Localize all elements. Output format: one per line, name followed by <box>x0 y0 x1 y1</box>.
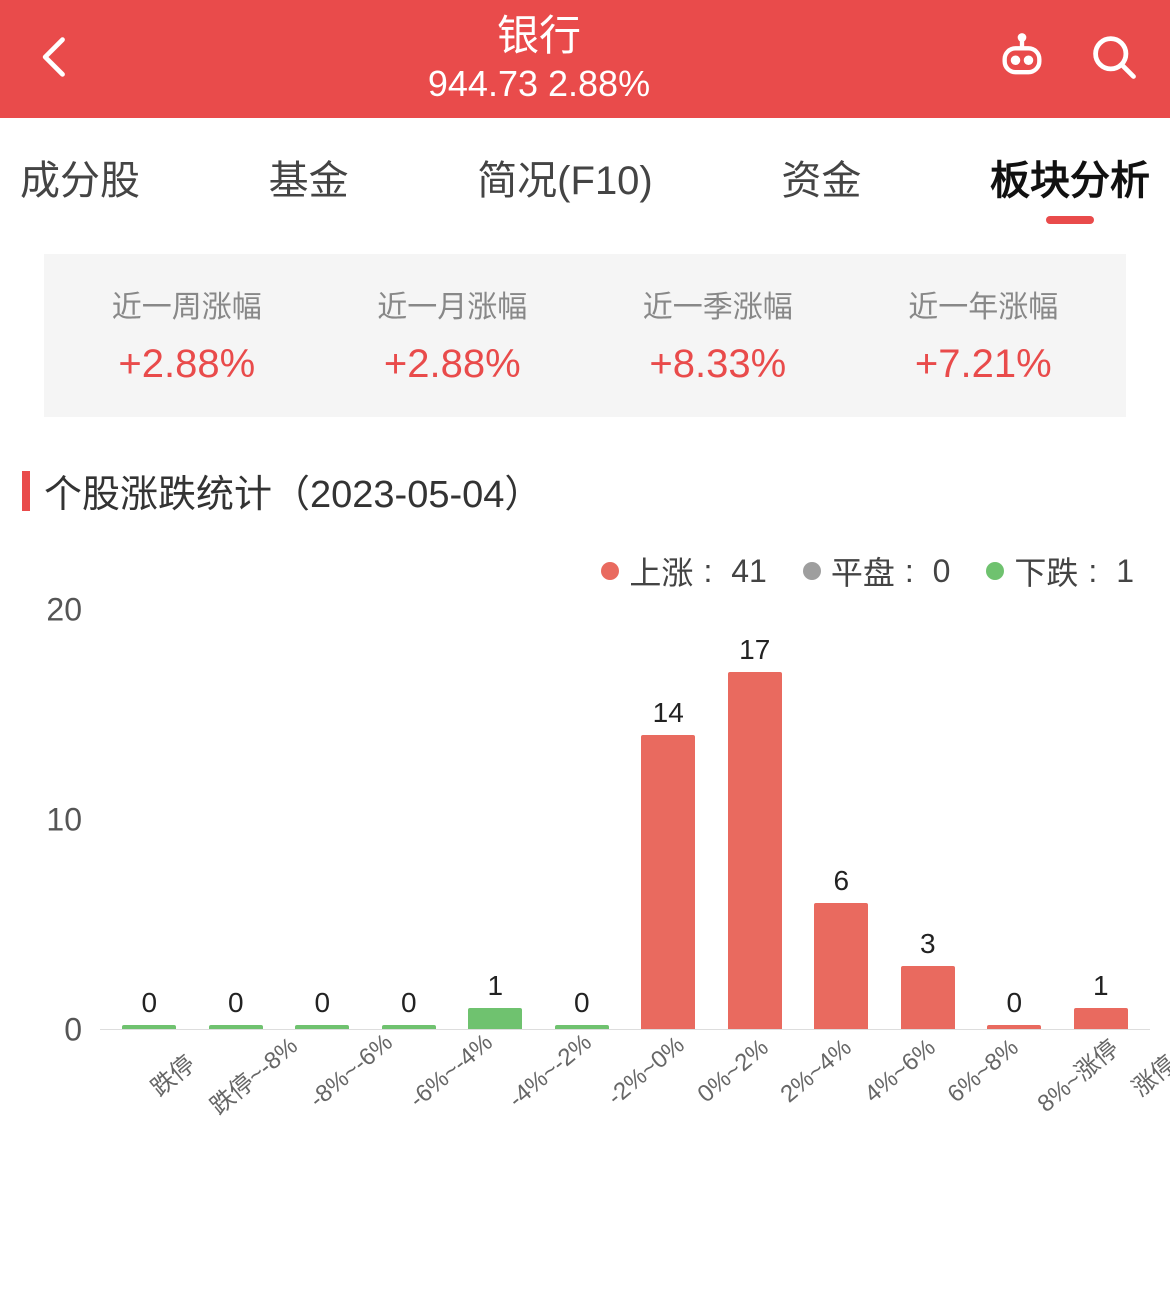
bar-value-label: 17 <box>739 634 770 666</box>
bar-slot: 17 <box>712 672 799 1029</box>
section-title: 个股涨跌统计（2023-05-04） <box>22 463 1170 518</box>
legend-up-label: 上涨 <box>629 548 693 594</box>
tab-3[interactable]: 资金 <box>781 148 861 224</box>
stat-value: +2.88% <box>112 342 262 387</box>
legend-up-value: 41 <box>731 553 767 590</box>
legend-dot-flat <box>803 562 821 580</box>
y-tick: 0 <box>64 1012 82 1049</box>
tab-1[interactable]: 基金 <box>269 148 349 224</box>
header-subtitle: 944.73 2.88% <box>428 63 650 105</box>
legend-flat-value: 0 <box>933 553 951 590</box>
stat-3: 近一年涨幅 +7.21% <box>908 282 1058 387</box>
robot-icon[interactable] <box>996 31 1048 88</box>
chart: 01020 00001014176301 <box>0 594 1170 1030</box>
stat-label: 近一月涨幅 <box>377 282 527 326</box>
header-bar: 银行 944.73 2.88% <box>0 0 1170 118</box>
page-title: 银行 <box>428 13 650 59</box>
stats-card: 近一周涨幅 +2.88% 近一月涨幅 +2.88% 近一季涨幅 +8.33% 近一年涨幅 +7… <box>44 254 1126 417</box>
legend-down-value: 1 <box>1116 553 1134 590</box>
stat-0: 近一周涨幅 +2.88% <box>112 282 262 387</box>
y-tick: 10 <box>46 802 82 839</box>
chart-legend: 上涨: 41 平盘: 0 下跌: 1 <box>0 518 1170 594</box>
stat-value: +2.88% <box>377 342 527 387</box>
chart-plot: 00001014176301 <box>100 610 1150 1030</box>
bar-value-label: 1 <box>487 970 503 1002</box>
header-change: 2.88% <box>548 63 650 104</box>
header-price: 944.73 <box>428 63 538 104</box>
bar-value-label: 3 <box>920 928 936 960</box>
legend-down-label: 下跌 <box>1014 548 1078 594</box>
legend-up: 上涨: 41 <box>601 548 766 594</box>
bar-value-label: 6 <box>833 865 849 897</box>
tab-2[interactable]: 简况(F10) <box>477 148 653 224</box>
stat-2: 近一季涨幅 +8.33% <box>643 282 793 387</box>
search-icon[interactable] <box>1088 31 1140 88</box>
bar[interactable] <box>728 672 782 1029</box>
tab-0[interactable]: 成分股 <box>20 148 140 224</box>
stat-value: +8.33% <box>643 342 793 387</box>
bar[interactable] <box>641 735 695 1029</box>
bar-value-label: 0 <box>574 987 590 1019</box>
bar-slot: 14 <box>625 735 712 1029</box>
legend-flat-label: 平盘 <box>831 548 895 594</box>
bar-value-label: 0 <box>401 987 417 1019</box>
bar-value-label: 0 <box>314 987 330 1019</box>
legend-dot-up <box>601 562 619 580</box>
legend-down: 下跌: 1 <box>986 548 1134 594</box>
legend-dot-down <box>986 562 1004 580</box>
tab-4[interactable]: 板块分析 <box>990 148 1150 224</box>
bar-value-label: 0 <box>1006 987 1022 1019</box>
y-tick: 20 <box>46 592 82 629</box>
back-icon[interactable] <box>30 31 82 88</box>
stat-value: +7.21% <box>908 342 1058 387</box>
bar-value-label: 1 <box>1093 970 1109 1002</box>
tab-bar: 成分股 基金 简况(F10) 资金 板块分析 <box>0 118 1170 234</box>
stat-label: 近一年涨幅 <box>908 282 1058 326</box>
chart-x-axis: 跌停跌停~-8%-8%~-6%-6%~-4%-4%~-2%-2%~0%0%~2%… <box>100 1030 1170 1105</box>
bar-value-label: 14 <box>653 697 684 729</box>
legend-flat: 平盘: 0 <box>803 548 951 594</box>
chart-y-axis: 01020 <box>20 610 100 1030</box>
stat-label: 近一季涨幅 <box>643 282 793 326</box>
stat-label: 近一周涨幅 <box>112 282 262 326</box>
bar[interactable] <box>814 903 868 1029</box>
stat-1: 近一月涨幅 +2.88% <box>377 282 527 387</box>
